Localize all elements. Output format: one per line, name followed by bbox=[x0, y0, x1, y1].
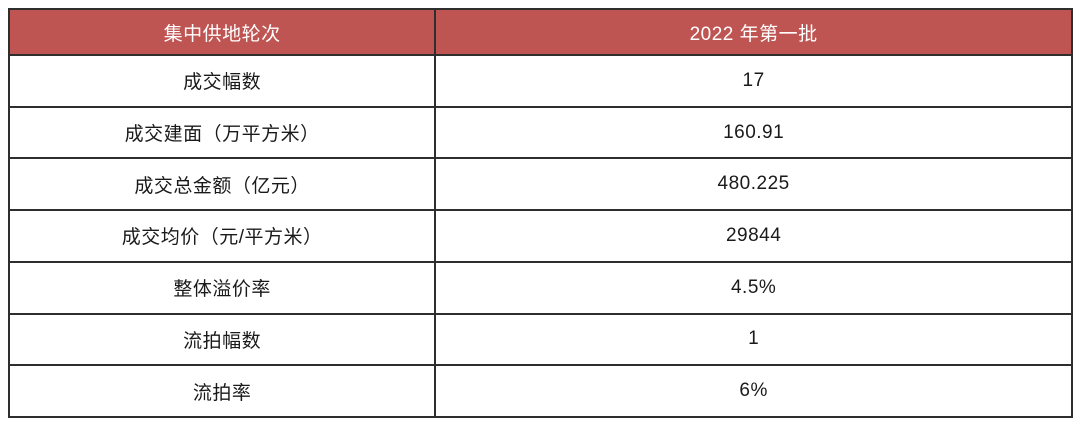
table-row: 流拍幅数 1 bbox=[7, 312, 1073, 367]
table-row: 成交均价（元/平方米） 29844 bbox=[7, 209, 1073, 263]
row-value: 160.91 bbox=[434, 105, 1073, 160]
row-label: 成交建面（万平方米） bbox=[7, 105, 437, 160]
table-row: 成交建面（万平方米） 160.91 bbox=[7, 105, 1073, 160]
header-cell-round: 集中供地轮次 bbox=[7, 8, 437, 56]
land-auction-table-container: 集中供地轮次 2022 年第一批 成交幅数 17 成交建面（万平方米） 160.… bbox=[7, 8, 1073, 418]
table-row: 成交总金额（亿元） 480.225 bbox=[7, 157, 1073, 212]
row-label: 成交幅数 bbox=[7, 54, 437, 108]
header-cell-batch: 2022 年第一批 bbox=[434, 8, 1073, 56]
table-header-row: 集中供地轮次 2022 年第一批 bbox=[7, 8, 1073, 56]
row-label: 流拍幅数 bbox=[7, 312, 437, 367]
row-label: 流拍率 bbox=[7, 364, 437, 418]
table-row: 整体溢价率 4.5% bbox=[7, 260, 1073, 315]
row-label: 成交总金额（亿元） bbox=[7, 157, 437, 212]
row-value: 1 bbox=[434, 312, 1073, 367]
row-value: 17 bbox=[434, 54, 1073, 108]
land-auction-table: 集中供地轮次 2022 年第一批 成交幅数 17 成交建面（万平方米） 160.… bbox=[7, 8, 1073, 418]
row-label: 成交均价（元/平方米） bbox=[7, 209, 437, 263]
table-row: 成交幅数 17 bbox=[7, 54, 1073, 108]
table-row: 流拍率 6% bbox=[7, 364, 1073, 418]
row-value: 4.5% bbox=[434, 260, 1073, 315]
row-value: 6% bbox=[434, 364, 1073, 418]
row-label: 整体溢价率 bbox=[7, 260, 437, 315]
row-value: 29844 bbox=[434, 209, 1073, 263]
row-value: 480.225 bbox=[434, 157, 1073, 212]
